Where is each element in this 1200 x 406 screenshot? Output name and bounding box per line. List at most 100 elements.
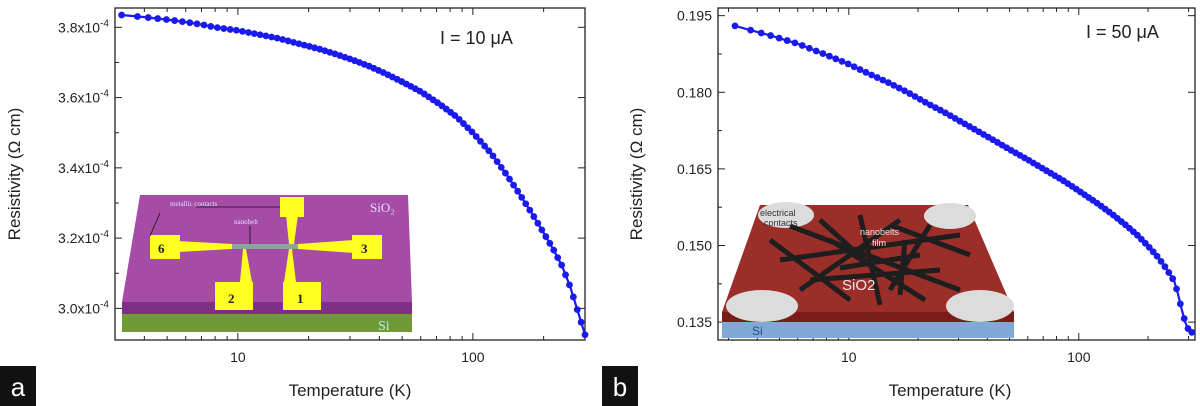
belt	[818, 218, 872, 267]
data-point	[518, 193, 526, 201]
data-point	[497, 163, 505, 171]
data-point	[569, 293, 577, 301]
data-point	[1180, 315, 1188, 322]
data-point	[906, 90, 914, 97]
data-point	[226, 26, 234, 33]
data-point	[501, 169, 509, 177]
data-point	[1161, 263, 1169, 271]
data-point	[295, 40, 303, 48]
belt	[789, 223, 961, 293]
data-point	[747, 26, 755, 34]
data-point	[530, 213, 538, 220]
data-point	[558, 261, 566, 269]
inset-a-front-face	[122, 302, 412, 314]
data-point	[268, 33, 275, 41]
data-point	[819, 50, 827, 57]
belt	[887, 223, 933, 292]
inset-device-a: metallic contacts nanobelt SiO₂ Si 6 3 2…	[122, 195, 412, 334]
data-point	[134, 13, 141, 20]
data-point	[1157, 258, 1165, 265]
x-tick-label: 100	[1067, 349, 1091, 365]
ticks-a: 10 100 3.0x10-4 3.2x10-4 3.4x10-4 3.6x10-4 3.8…	[58, 8, 586, 365]
data-point	[554, 254, 562, 262]
y-tick-label: 0.165	[677, 161, 712, 177]
data-point	[1165, 269, 1173, 276]
data-point	[273, 34, 281, 42]
ylabel-a: Resistivity (Ω cm)	[5, 108, 24, 241]
data-point	[1176, 300, 1184, 308]
data-point	[534, 219, 542, 227]
data-point	[526, 206, 534, 214]
data-point	[514, 187, 522, 195]
belt	[768, 238, 852, 302]
data-point	[926, 101, 934, 109]
data-point	[838, 57, 846, 65]
data-point	[262, 32, 270, 40]
data-point	[783, 37, 791, 44]
pad-1-label: 1	[297, 291, 304, 306]
pad-6	[150, 235, 180, 259]
inset-a-sio2-label: SiO₂	[370, 200, 395, 215]
data-point	[901, 87, 908, 95]
data-point	[791, 39, 799, 47]
inset-a-nanobelt-label: nanobelt	[234, 218, 258, 226]
inset-device-b: electrical contacts nanobelts film SiO2 …	[722, 202, 1014, 338]
data-point	[862, 68, 870, 76]
pad-3	[352, 235, 382, 259]
data-point	[300, 41, 308, 49]
data-point	[1169, 275, 1177, 283]
data-point	[895, 84, 903, 92]
y-tick-label: 0.135	[677, 314, 712, 330]
data-point	[550, 246, 558, 254]
data-point	[232, 26, 240, 34]
condition-label-a: I = 10 μA	[440, 28, 513, 48]
data-point	[562, 271, 569, 279]
data-point	[573, 306, 581, 314]
plot-frame-b	[717, 7, 1196, 341]
contact-tr	[924, 203, 976, 229]
data-point	[460, 120, 467, 127]
y-tick-label: 0.180	[677, 84, 712, 100]
inset-b-contacts-label-2: contacts	[764, 218, 798, 228]
data-point	[757, 29, 765, 37]
data-point	[171, 17, 179, 24]
data-point	[284, 37, 292, 45]
belt	[839, 252, 921, 271]
inset-a-si-label: Si	[378, 319, 390, 334]
data-point	[1149, 248, 1157, 256]
panel-letter-b: b	[613, 372, 627, 402]
data-point	[911, 93, 919, 100]
pad-3-label: 3	[361, 241, 368, 256]
series-b	[731, 22, 1196, 336]
contact-tl	[758, 202, 814, 228]
pad-2	[215, 282, 253, 310]
y-tick-label: 3.6x10-4	[58, 89, 109, 106]
data-point	[826, 52, 833, 60]
condition-label-b: I = 50 μA	[1086, 22, 1159, 42]
pad-2-label: 2	[228, 291, 235, 306]
belt	[809, 267, 941, 283]
inset-b-film-label-2: film	[872, 238, 886, 248]
x-tick-label: 10	[230, 349, 246, 365]
pad-2-trace	[240, 249, 252, 282]
inset-a-si-layer	[122, 314, 412, 332]
data-point	[178, 18, 186, 26]
data-point	[542, 233, 550, 240]
data-point	[767, 32, 775, 39]
contact-bl	[726, 290, 798, 322]
data-point	[1173, 285, 1180, 293]
pad-6-label: 6	[158, 241, 165, 256]
data-point	[850, 63, 858, 71]
data-point	[193, 20, 201, 28]
data-point	[1145, 243, 1153, 251]
belt	[889, 222, 971, 258]
y-tick-label: 3.0x10-4	[58, 299, 109, 316]
data-point	[1153, 252, 1161, 260]
pad-top	[280, 197, 304, 217]
data-point	[884, 79, 892, 87]
data-point	[510, 181, 517, 189]
inset-b-film-label-1: nanobelts	[860, 227, 900, 237]
ticks-b: 10 100 0.135 0.150 0.165 0.180 0.195	[677, 8, 1195, 365]
data-point	[154, 15, 162, 22]
